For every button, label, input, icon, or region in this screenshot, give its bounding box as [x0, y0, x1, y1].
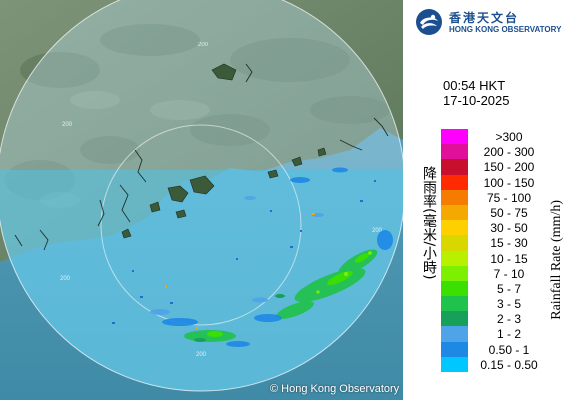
legend-swatch: [441, 220, 468, 236]
rain-echoes: [112, 167, 393, 347]
logo-text-cn: 香港天文台: [449, 11, 520, 25]
legend-row: 3 - 5: [441, 296, 545, 312]
legend-row: 100 - 150: [441, 174, 545, 190]
legend-label: 75 - 100: [486, 190, 532, 205]
legend-label: 15 - 30: [490, 236, 528, 251]
legend-swatch: [441, 280, 468, 297]
legend-title-en: Rainfall Rate (mm/h): [549, 200, 564, 320]
observatory-logo: 香港天文台 HONG KONG OBSERVATORY: [415, 6, 575, 42]
legend-swatch: [441, 356, 468, 372]
legend-swatch: [441, 204, 468, 221]
legend-label: >300: [495, 130, 523, 144]
legend-label: 7 - 10: [493, 266, 525, 281]
legend-label: 2 - 3: [496, 312, 521, 327]
range-label: 200: [196, 352, 207, 358]
legend-label: 30 - 50: [490, 221, 528, 236]
legend-swatch: [441, 250, 468, 266]
legend-swatch: [441, 235, 468, 251]
legend-row: 5 - 7: [441, 280, 545, 297]
legend-swatch: [441, 144, 468, 160]
range-labels: 200 200 200 200 200: [60, 42, 383, 358]
legend-row: 0.50 - 1: [441, 341, 545, 357]
legend-scale: >300 200 - 300 150 - 200 100 - 150 75 - 100 5…: [441, 129, 545, 372]
legend-label: 50 - 75: [490, 205, 528, 220]
legend-row: 0.15 - 0.50: [441, 356, 545, 372]
legend-swatch: [441, 174, 468, 190]
range-label: 200: [62, 122, 73, 128]
legend-label: 0.15 - 0.50: [480, 357, 538, 372]
timestamp-date: 17-10-2025: [443, 93, 510, 108]
legend-swatch: [441, 189, 468, 205]
timestamp-time: 00:54 HKT: [443, 78, 506, 93]
legend-row: 15 - 30: [441, 235, 545, 251]
legend-swatch: [441, 265, 468, 281]
range-label: 200: [372, 228, 383, 234]
legend-label: 200 - 300: [483, 145, 535, 160]
coastline: [14, 63, 389, 251]
legend-row: >300: [441, 129, 545, 145]
legend-row: 200 - 300: [441, 144, 545, 160]
legend-label: 1 - 2: [496, 327, 521, 342]
islands: [121, 63, 327, 239]
legend-swatch: [441, 326, 468, 342]
legend-label: 5 - 7: [496, 281, 521, 296]
legend-row: 75 - 100: [441, 189, 545, 205]
legend-label: 0.50 - 1: [488, 342, 530, 357]
logo-text-en: HONG KONG OBSERVATORY: [449, 25, 562, 34]
legend-swatch: [441, 296, 468, 312]
legend-row: 150 - 200: [441, 159, 545, 175]
radar-map: 200 200 200 200 200: [0, 0, 403, 400]
legend-swatch: [441, 159, 468, 175]
legend-title-cn: 降雨率(毫米/小時): [421, 166, 437, 280]
legend-row: 50 - 75: [441, 204, 545, 221]
legend-row: 1 - 2: [441, 326, 545, 342]
range-label: 200: [198, 42, 209, 48]
legend-row: 7 - 10: [441, 265, 545, 281]
legend-swatch: [441, 129, 468, 145]
legend-row: 10 - 15: [441, 250, 545, 266]
legend-label: 100 - 150: [483, 175, 535, 190]
legend-label: 10 - 15: [490, 251, 528, 266]
radar-map-image: 200 200 200 200 200: [0, 0, 403, 400]
side-panel: 香港天文台 HONG KONG OBSERVATORY 00:54 HKT 17…: [403, 0, 577, 400]
legend-swatch: [441, 341, 468, 357]
map-credit: © Hong Kong Observatory: [270, 383, 400, 395]
legend-label: 3 - 5: [496, 297, 521, 312]
legend-row: 30 - 50: [441, 220, 545, 236]
range-rings: [0, 0, 403, 391]
range-label: 200: [60, 276, 71, 282]
observatory-logo-icon: [416, 9, 442, 35]
legend-swatch: [441, 311, 468, 327]
legend-row: 2 - 3: [441, 311, 545, 327]
legend-label: 150 - 200: [483, 160, 535, 175]
